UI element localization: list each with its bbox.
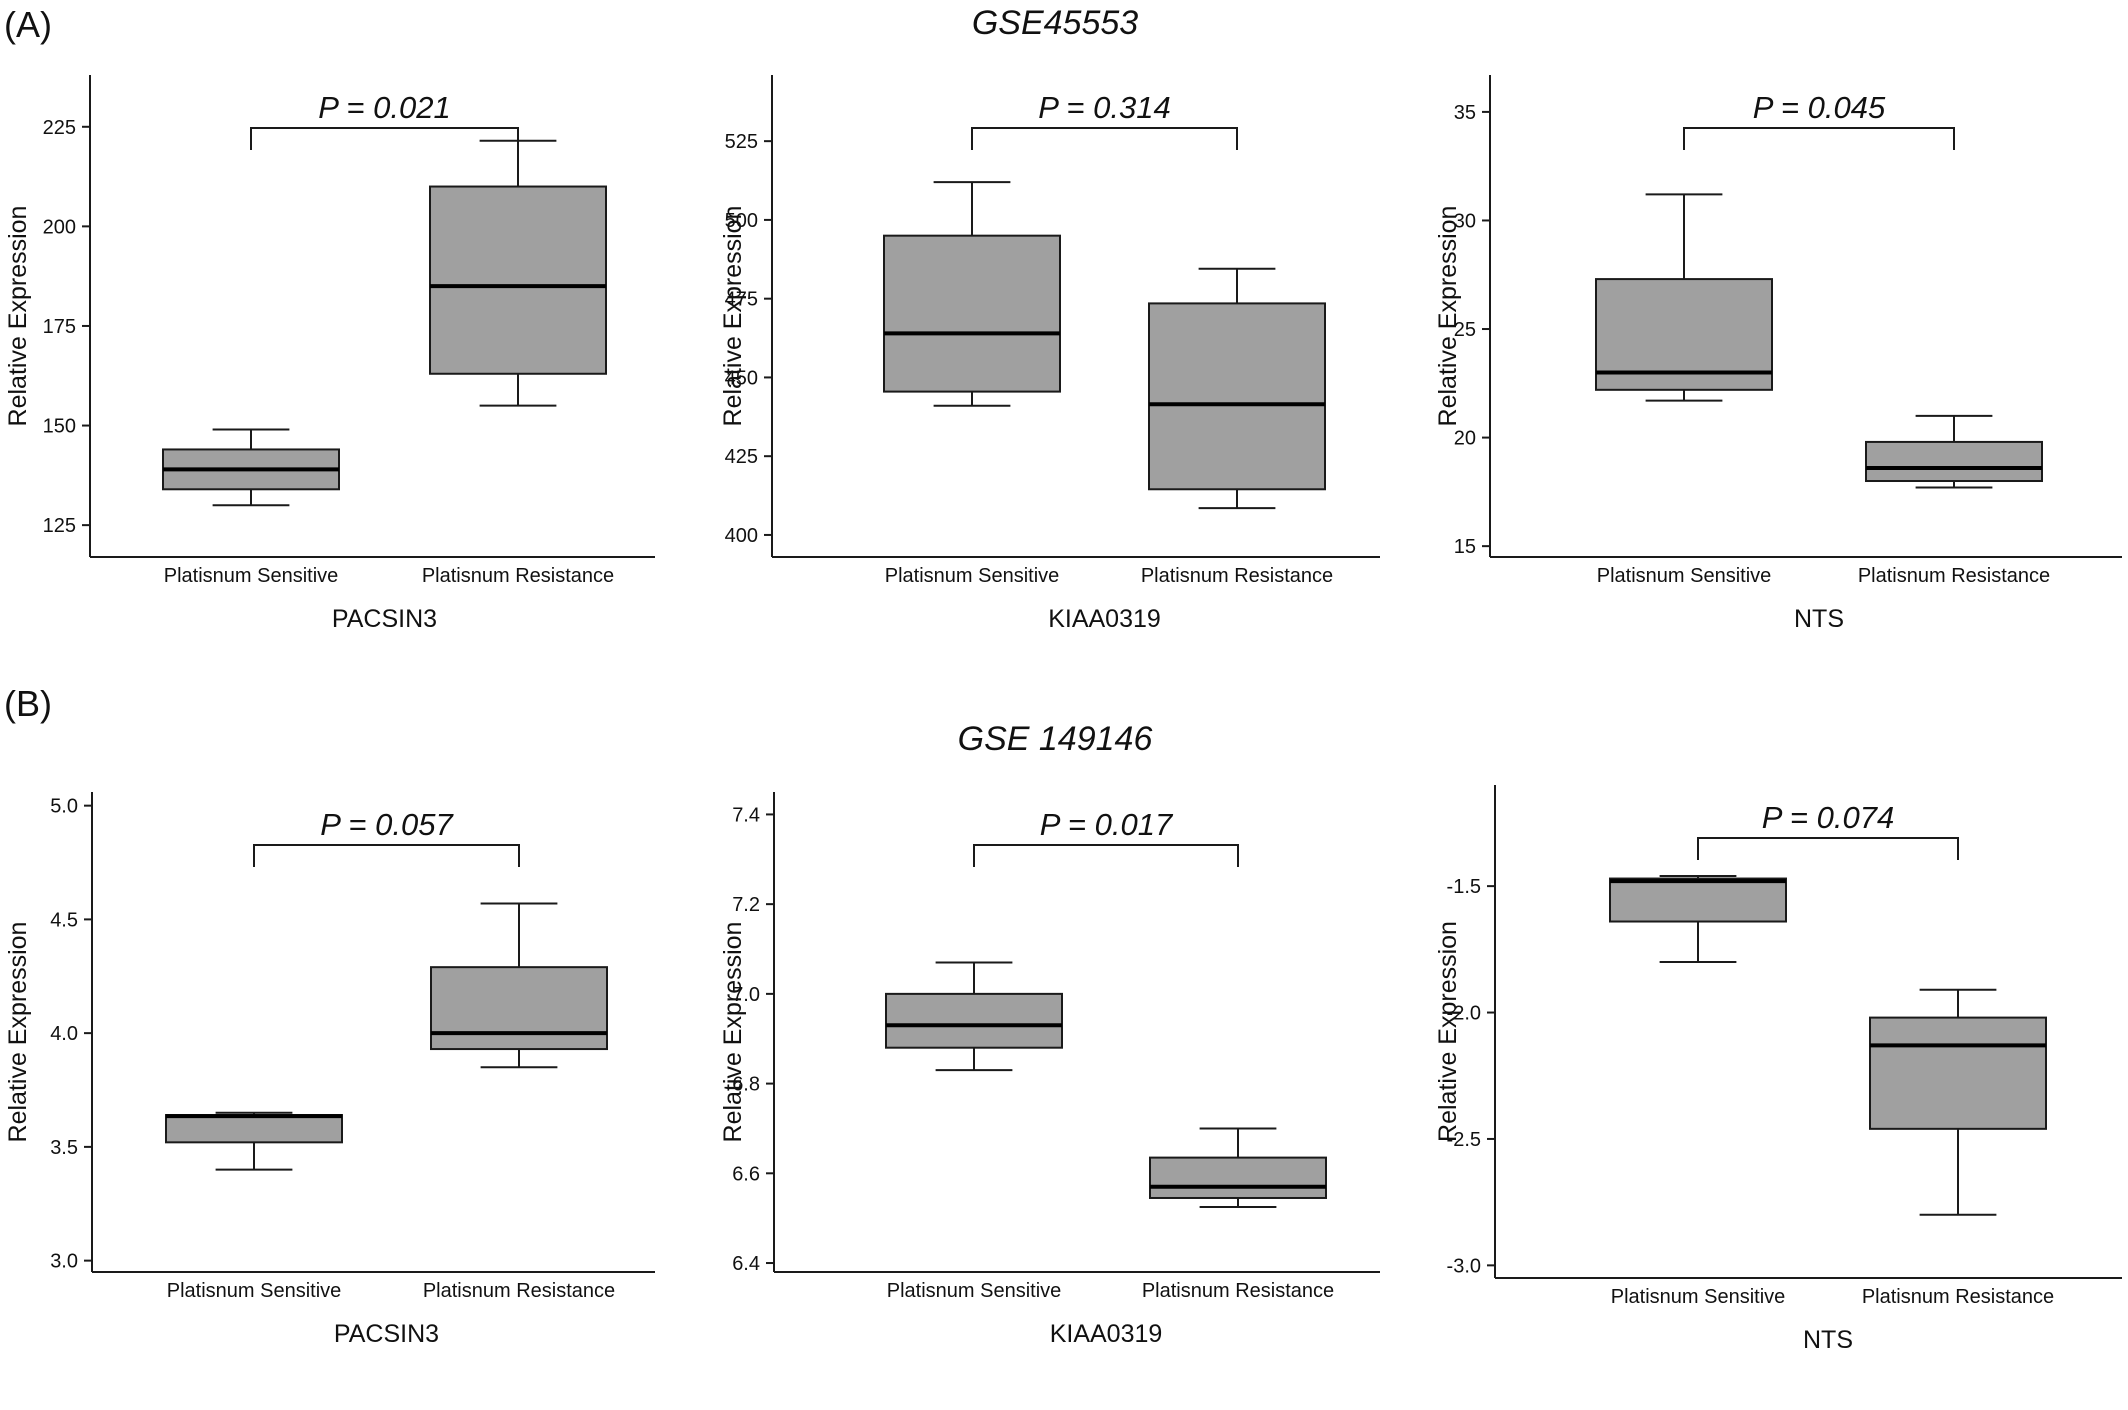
- y-tick-label: 4.5: [50, 909, 78, 931]
- y-tick-label: 175: [43, 316, 76, 338]
- gene-label: KIAA0319: [1050, 1320, 1163, 1348]
- category-label: Platisnum Resistance: [423, 1280, 615, 1302]
- gene-label: NTS: [1794, 605, 1844, 633]
- p-value-label: P = 0.314: [1038, 90, 1170, 125]
- boxplot-gse45553-kiaa0319: 400 425 450 475 500 525 Relative Expression Pla…: [719, 75, 1380, 633]
- y-tick-label: 150: [43, 416, 76, 438]
- y-tick-label: 125: [43, 515, 76, 537]
- box-iqr: [1869, 1016, 2047, 1130]
- significance-bracket: [253, 844, 520, 867]
- y-tick-label: 35: [1454, 102, 1476, 124]
- significance-bracket: [1683, 127, 1955, 150]
- y-tick-label: 3.0: [50, 1251, 78, 1273]
- category-label: Platisnum Sensitive: [885, 565, 1060, 587]
- y-axis-label: Relative Expression: [4, 206, 32, 427]
- panel-label-a: (A): [4, 4, 52, 45]
- box-iqr: [429, 185, 607, 375]
- category-label: Platisnum Sensitive: [164, 565, 339, 587]
- panel-label-b: (B): [4, 683, 52, 724]
- y-tick-label: 400: [725, 525, 758, 547]
- y-tick-label: 30: [1454, 210, 1476, 232]
- gene-label: NTS: [1803, 1326, 1853, 1354]
- y-tick-label: 15: [1454, 536, 1476, 558]
- y-tick-label: 475: [725, 289, 758, 311]
- category-label: Platisnum Sensitive: [167, 1280, 342, 1302]
- y-tick-label: 5.0: [50, 796, 78, 818]
- boxplot-gse149146-kiaa0319: 6.4 6.6 6.8 7.0 7.2 7.4 Relative Expression Pla…: [719, 792, 1380, 1348]
- p-value-label: P = 0.074: [1762, 800, 1894, 835]
- category-label: Platisnum Resistance: [422, 565, 614, 587]
- y-tick-label: 450: [725, 367, 758, 389]
- y-tick-label: 525: [725, 131, 758, 153]
- y-tick-label: 6.4: [732, 1253, 760, 1275]
- y-axis-label: Relative Expression: [1434, 206, 1462, 427]
- y-axis-label: Relative Expression: [719, 206, 747, 427]
- category-label: Platisnum Sensitive: [1597, 565, 1772, 587]
- boxplot-gse149146-nts: -3.0 -2.5 -2.0 -1.5 Relative Expression Plati…: [1434, 785, 2122, 1354]
- category-label: Platisnum Sensitive: [1611, 1286, 1786, 1308]
- box-iqr: [165, 1114, 343, 1144]
- significance-bracket: [971, 127, 1238, 150]
- group-title-b: GSE 149146: [957, 720, 1153, 758]
- category-label: Platisnum Resistance: [1142, 1280, 1334, 1302]
- box-iqr: [1149, 1156, 1327, 1199]
- y-axis-label: Relative Expression: [719, 922, 747, 1143]
- y-tick-label: 20: [1454, 428, 1476, 450]
- boxplot-gse45553-nts: 15 20 25 30 35 Relative Expression Platisnum S…: [1434, 75, 2122, 633]
- significance-bracket: [973, 844, 1239, 867]
- p-value-label: P = 0.045: [1753, 90, 1886, 125]
- group-title-a: GSE45553: [971, 4, 1139, 42]
- box-iqr: [883, 234, 1061, 393]
- y-tick-label: 3.5: [50, 1137, 78, 1159]
- box-iqr: [1865, 440, 2043, 483]
- box-iqr: [885, 992, 1063, 1049]
- y-axis-label: Relative Expression: [1434, 921, 1462, 1142]
- y-tick-label: 500: [725, 210, 758, 232]
- y-tick-label: -3.0: [1447, 1255, 1481, 1277]
- y-tick-label: 25: [1454, 319, 1476, 341]
- boxplot-gse149146-pacsin3: 3.0 3.5 4.0 4.5 5.0 Relative Expression Platis…: [4, 792, 655, 1348]
- y-tick-label: -2.0: [1447, 1003, 1481, 1025]
- y-tick-label: 7.0: [732, 984, 760, 1006]
- category-label: Platisnum Sensitive: [887, 1280, 1062, 1302]
- boxplot-gse45553-pacsin3: 125 150 175 200 225 Relative Expression Platis…: [4, 75, 655, 633]
- box-iqr: [1609, 877, 1787, 923]
- significance-bracket: [1697, 837, 1959, 860]
- p-value-label: P = 0.057: [320, 807, 454, 842]
- y-axis-label: Relative Expression: [4, 922, 32, 1143]
- category-label: Platisnum Resistance: [1858, 565, 2050, 587]
- gene-label: PACSIN3: [334, 1320, 439, 1348]
- y-tick-label: 200: [43, 216, 76, 238]
- y-tick-label: 425: [725, 446, 758, 468]
- y-tick-label: 7.4: [732, 804, 760, 826]
- gene-label: KIAA0319: [1048, 605, 1161, 633]
- y-tick-label: -2.5: [1447, 1129, 1481, 1151]
- y-tick-label: -1.5: [1447, 876, 1481, 898]
- y-tick-label: 225: [43, 117, 76, 139]
- box-iqr: [1148, 302, 1326, 491]
- y-tick-label: 4.0: [50, 1023, 78, 1045]
- p-value-label: P = 0.017: [1040, 807, 1174, 842]
- category-label: Platisnum Resistance: [1141, 565, 1333, 587]
- box-iqr: [430, 966, 608, 1051]
- y-tick-label: 7.2: [732, 894, 760, 916]
- significance-bracket: [250, 127, 519, 150]
- y-tick-label: 6.6: [732, 1163, 760, 1185]
- p-value-label: P = 0.021: [318, 90, 450, 125]
- gene-label: PACSIN3: [332, 605, 437, 633]
- y-tick-label: 6.8: [732, 1074, 760, 1096]
- category-label: Platisnum Resistance: [1862, 1286, 2054, 1308]
